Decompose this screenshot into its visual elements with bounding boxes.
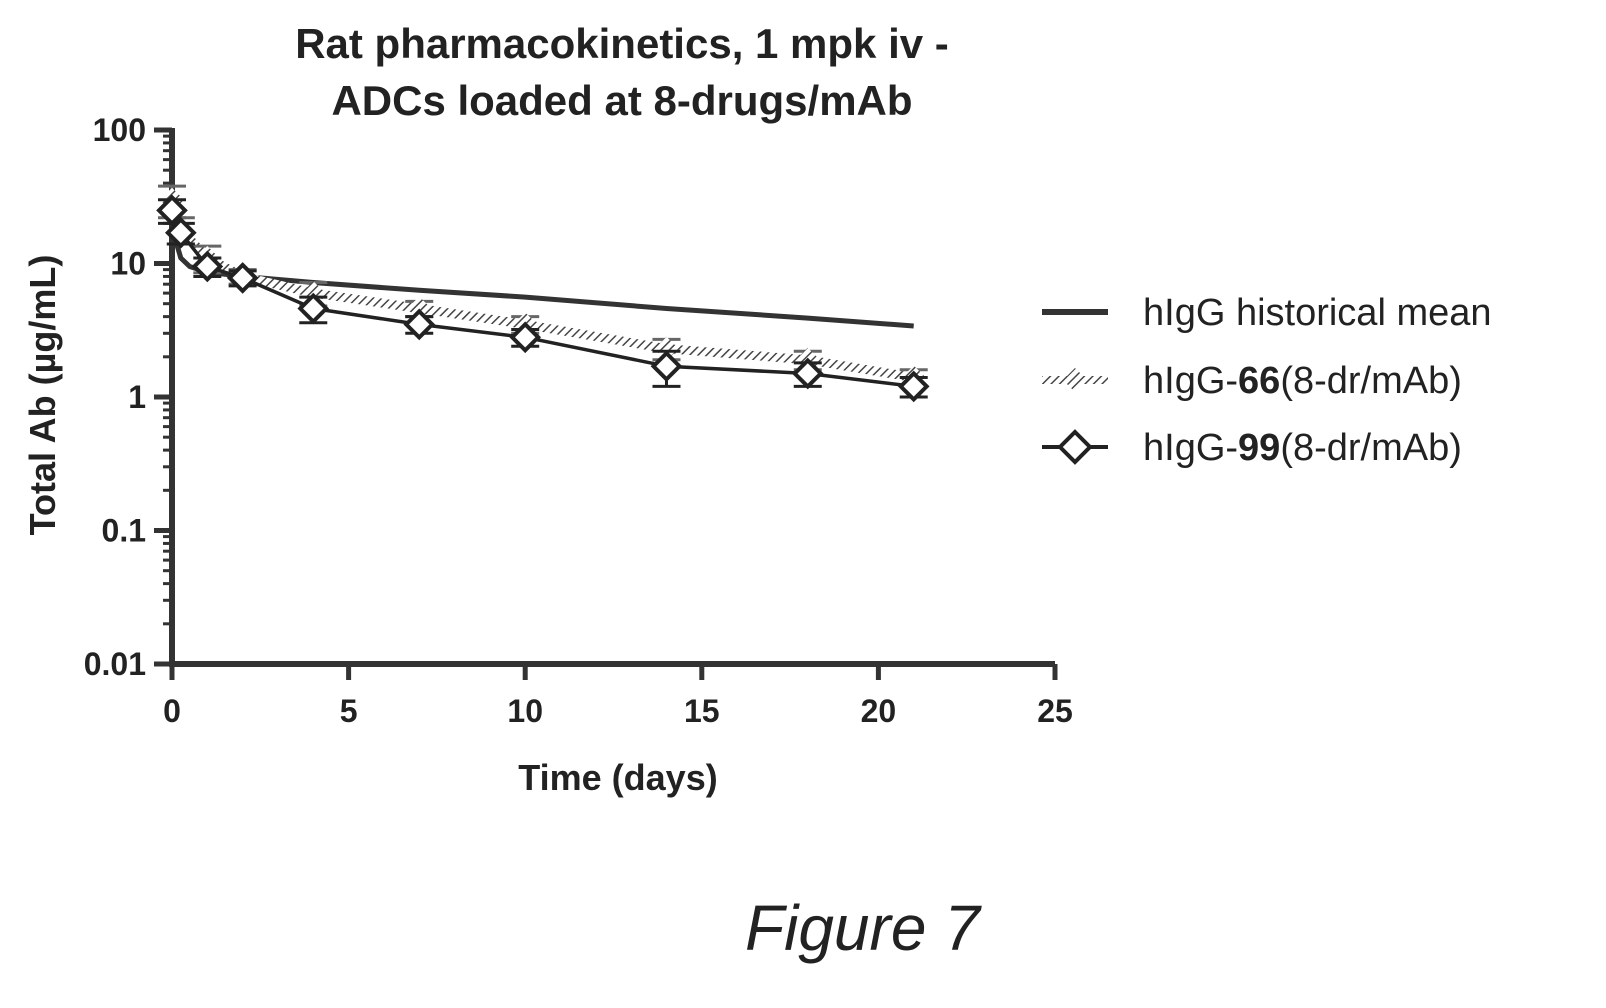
legend-item-historical-mean: hIgG historical mean: [1042, 292, 1492, 334]
series-layer: [156, 184, 930, 403]
axes: 0.01 0.1 1 10 100 0 5 10 15 20 25: [84, 112, 1073, 729]
y-tick-label: 1: [128, 379, 146, 415]
legend-label-hIgG-99: hIgG-99(8-dr/mAb): [1143, 427, 1462, 469]
legend-number: 66: [1238, 360, 1280, 402]
series-historical-mean: [169, 217, 914, 329]
legend-number: 99: [1238, 427, 1280, 469]
legend-prefix: hIgG-: [1143, 360, 1238, 402]
x-tick-label: 15: [684, 693, 720, 729]
data-point: [156, 194, 188, 227]
series-hIgG-66: [158, 184, 928, 390]
legend-item-hIgG-99: hIgG-99(8-dr/mAb): [1042, 427, 1462, 469]
data-point: [509, 321, 542, 354]
data-point: [165, 216, 197, 249]
y-tick-label: 0.01: [84, 646, 146, 682]
legend-item-hIgG-66: hIgG-66(8-dr/mAb): [1042, 360, 1462, 402]
data-point: [191, 250, 224, 283]
data-point: [226, 262, 259, 294]
legend-label-hIgG-66: hIgG-66(8-dr/mAb): [1143, 360, 1462, 402]
data-point: [897, 370, 930, 403]
figure-caption: Figure 7: [745, 892, 982, 964]
chart-title-line-1: Rat pharmacokinetics, 1 mpk iv -: [295, 20, 949, 67]
legend-marker-hIgG-66: [1063, 368, 1087, 392]
data-point: [650, 350, 683, 383]
data-point: [791, 357, 824, 390]
data-point: [403, 308, 436, 341]
x-tick-label: 25: [1037, 693, 1073, 729]
legend-label-text: hIgG historical mean: [1143, 292, 1492, 334]
x-tick-label: 10: [507, 693, 543, 729]
data-point: [297, 292, 330, 325]
series-line: [169, 217, 914, 329]
y-tick-label: 100: [93, 112, 146, 148]
series-hIgG-99: [156, 194, 930, 403]
y-tick-label: 10: [110, 246, 146, 282]
chart-title-line-2: ADCs loaded at 8-drugs/mAb: [331, 77, 912, 124]
legend: hIgG historical mean hIgG-66(8-dr/mAb) h…: [1042, 292, 1492, 469]
legend-marker-hIgG-99: [1057, 429, 1093, 465]
legend-label-historical-mean: hIgG historical mean: [1143, 292, 1492, 334]
data-point: [654, 336, 679, 361]
data-point: [407, 296, 432, 321]
y-tick-label: 0.1: [102, 513, 146, 549]
series-line: [170, 209, 914, 389]
legend-prefix: hIgG-: [1143, 427, 1238, 469]
legend-suffix: (8-dr/mAb): [1280, 427, 1462, 469]
x-axis-title: Time (days): [518, 757, 717, 798]
y-axis-title: Total Ab (µg/mL): [22, 255, 63, 536]
x-tick-label: 5: [340, 693, 358, 729]
x-tick-label: 0: [163, 693, 181, 729]
legend-suffix: (8-dr/mAb): [1280, 360, 1462, 402]
x-tick-label: 20: [861, 693, 897, 729]
